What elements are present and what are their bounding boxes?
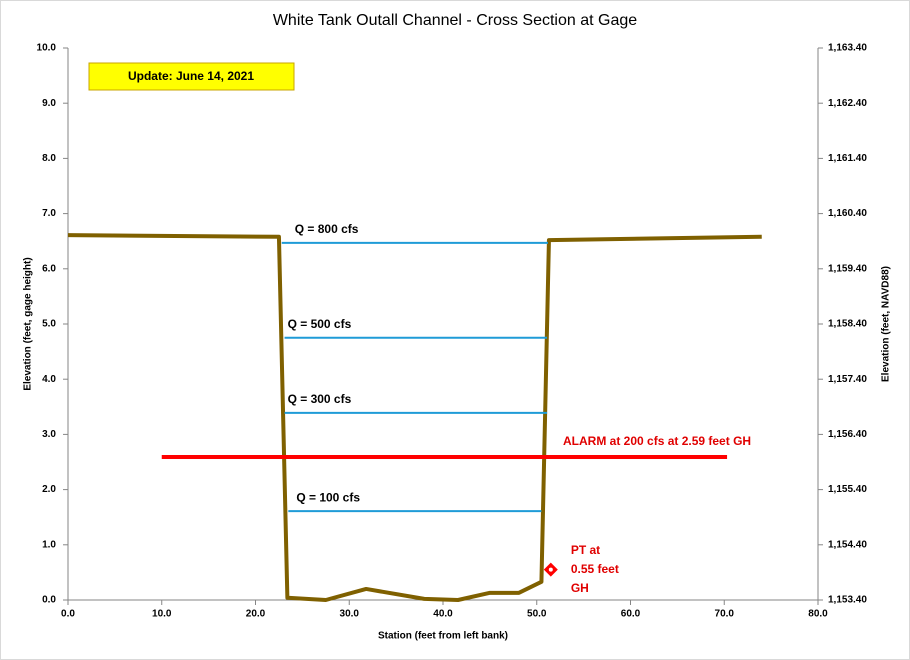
y2-tick-label: 1,159.40 — [828, 263, 867, 274]
y-tick-label: 3.0 — [42, 429, 56, 440]
y-tick-label: 7.0 — [42, 208, 56, 219]
x-tick-label: 80.0 — [808, 609, 828, 620]
y2-tick-label: 1,154.40 — [828, 539, 867, 550]
y-tick-label: 1.0 — [42, 539, 56, 550]
chart-title: White Tank Outall Channel - Cross Sectio… — [273, 12, 637, 29]
x-tick-label: 20.0 — [246, 609, 266, 620]
flow-label: Q = 300 cfs — [288, 392, 352, 406]
flow-label: Q = 800 cfs — [295, 222, 359, 236]
update-box — [88, 62, 295, 91]
y-tick-label: 5.0 — [42, 319, 56, 330]
pt-label: PT at — [571, 543, 600, 557]
y-tick-label: 4.0 — [42, 374, 56, 385]
y-tick-label: 8.0 — [42, 153, 56, 164]
x-tick-label: 30.0 — [340, 609, 360, 620]
y2-tick-label: 1,162.40 — [828, 98, 867, 109]
cross-section-line — [67, 233, 762, 602]
x-tick-label: 10.0 — [152, 609, 172, 620]
y2-tick-label: 1,153.40 — [828, 595, 867, 606]
x-axis-title: Station (feet from left bank) — [378, 631, 508, 642]
pt-label: GH — [571, 581, 589, 595]
y-tick-label: 9.0 — [42, 98, 56, 109]
y-tick-label: 6.0 — [42, 263, 56, 274]
alarm-label: ALARM at 200 cfs at 2.59 feet GH — [563, 434, 751, 448]
update-note: Update: June 14, 2021 — [128, 69, 254, 83]
y2-tick-label: 1,163.40 — [828, 43, 867, 54]
x-tick-label: 70.0 — [715, 609, 735, 620]
y-tick-label: 10.0 — [37, 43, 57, 54]
x-tick-label: 50.0 — [527, 609, 547, 620]
y-axis-title: Elevation (feet, gage height) — [23, 257, 34, 390]
flow-label: Q = 500 cfs — [288, 317, 352, 331]
y2-tick-label: 1,156.40 — [828, 429, 867, 440]
pt-label: 0.55 feet — [571, 562, 619, 576]
y2-axis-title: Elevation (feet, NAVD88) — [881, 266, 892, 382]
y-tick-label: 0.0 — [42, 595, 56, 606]
y2-tick-label: 1,161.40 — [828, 153, 867, 164]
x-tick-label: 40.0 — [433, 609, 453, 620]
pt-marker-dot — [548, 567, 553, 572]
y2-tick-label: 1,157.40 — [828, 374, 867, 385]
y-tick-label: 2.0 — [42, 484, 56, 495]
y2-tick-label: 1,158.40 — [828, 319, 867, 330]
y2-tick-label: 1,160.40 — [828, 208, 867, 219]
x-tick-label: 60.0 — [621, 609, 641, 620]
flow-label: Q = 100 cfs — [296, 490, 360, 504]
y2-tick-label: 1,155.40 — [828, 484, 867, 495]
x-tick-label: 0.0 — [61, 609, 75, 620]
